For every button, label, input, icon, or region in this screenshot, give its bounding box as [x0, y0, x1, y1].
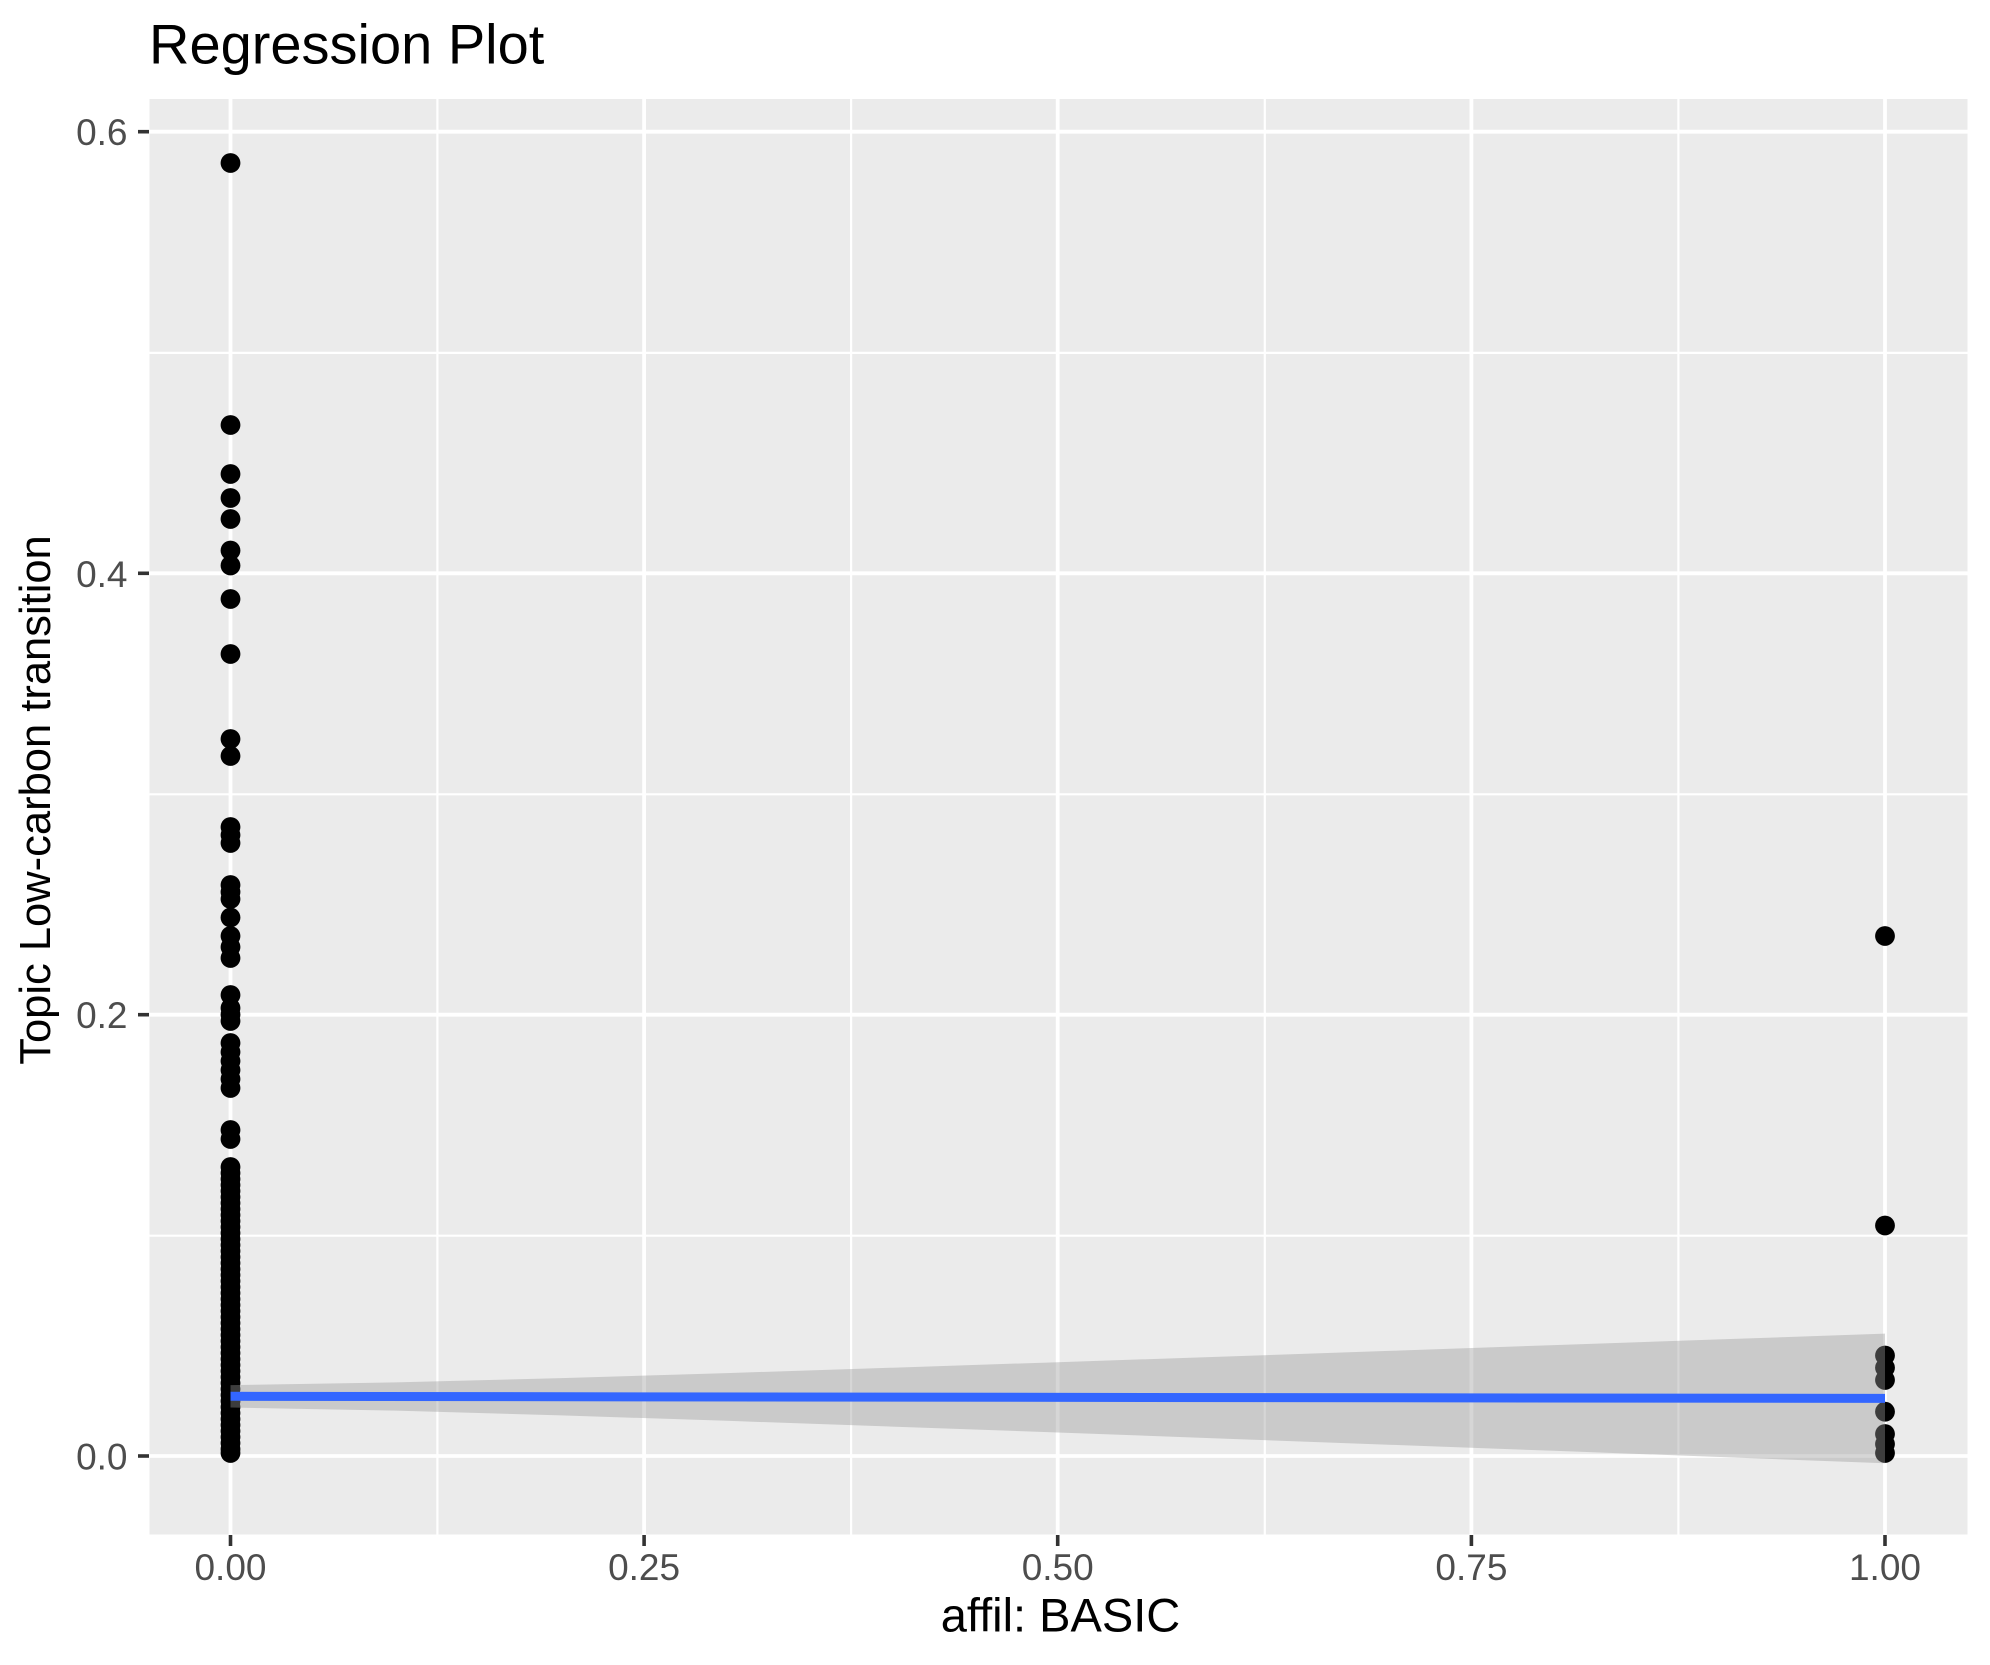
svg-text:0.6: 0.6 [76, 112, 127, 153]
svg-text:0.4: 0.4 [76, 554, 127, 595]
svg-text:1.00: 1.00 [1849, 1547, 1921, 1588]
svg-text:0.00: 0.00 [194, 1547, 266, 1588]
svg-text:Topic Low-carbon transition: Topic Low-carbon transition [12, 535, 60, 1065]
svg-text:0.50: 0.50 [1022, 1547, 1094, 1588]
svg-text:0.0: 0.0 [76, 1437, 127, 1478]
svg-text:0.25: 0.25 [608, 1547, 680, 1588]
svg-text:0.75: 0.75 [1435, 1547, 1507, 1588]
svg-text:0.2: 0.2 [76, 995, 127, 1036]
svg-text:Regression Plot: Regression Plot [149, 12, 545, 75]
svg-text:affil: BASIC: affil: BASIC [941, 1589, 1180, 1642]
